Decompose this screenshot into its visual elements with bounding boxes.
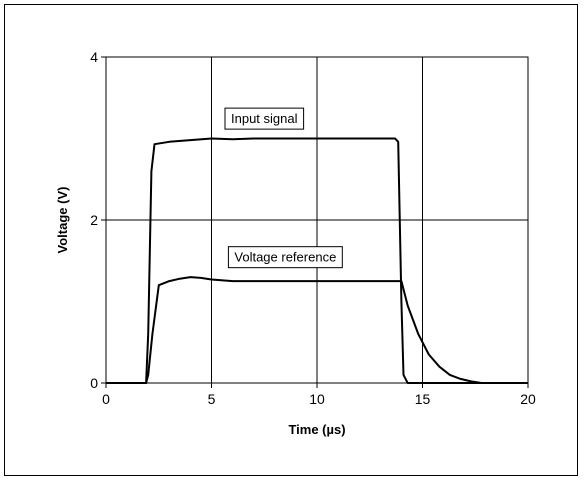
x-tick-label: 20 [520, 391, 536, 407]
series-group [106, 137, 528, 384]
y-axis-label: Voltage (V) [55, 187, 70, 254]
y-tick-label: 0 [90, 375, 98, 391]
x-axis-label: Time (µs) [288, 422, 345, 437]
x-tick-label: 15 [415, 391, 431, 407]
y-tick-label: 2 [90, 212, 98, 228]
voltage-reference-label-box [227, 246, 343, 269]
ticks: 0 5 10 15 20 0 2 4 [90, 49, 536, 407]
voltage-reference-label: Voltage reference [234, 250, 336, 265]
grid [106, 57, 528, 383]
y-tick-label: 4 [90, 49, 98, 65]
series-line-input-signal [106, 137, 528, 384]
figure-frame: 0 5 10 15 20 0 2 4 Input signal Voltage referenc… [4, 4, 578, 476]
annotations: Input signal Voltage reference [224, 107, 343, 269]
series-line-voltage-reference [106, 276, 528, 384]
input-signal-label-box [224, 107, 305, 130]
input-signal-label: Input signal [231, 111, 298, 126]
x-tick-label: 10 [309, 391, 325, 407]
x-tick-label: 5 [208, 391, 216, 407]
chart: 0 5 10 15 20 0 2 4 Input signal Voltage referenc… [55, 49, 536, 437]
x-tick-label: 0 [102, 391, 110, 407]
